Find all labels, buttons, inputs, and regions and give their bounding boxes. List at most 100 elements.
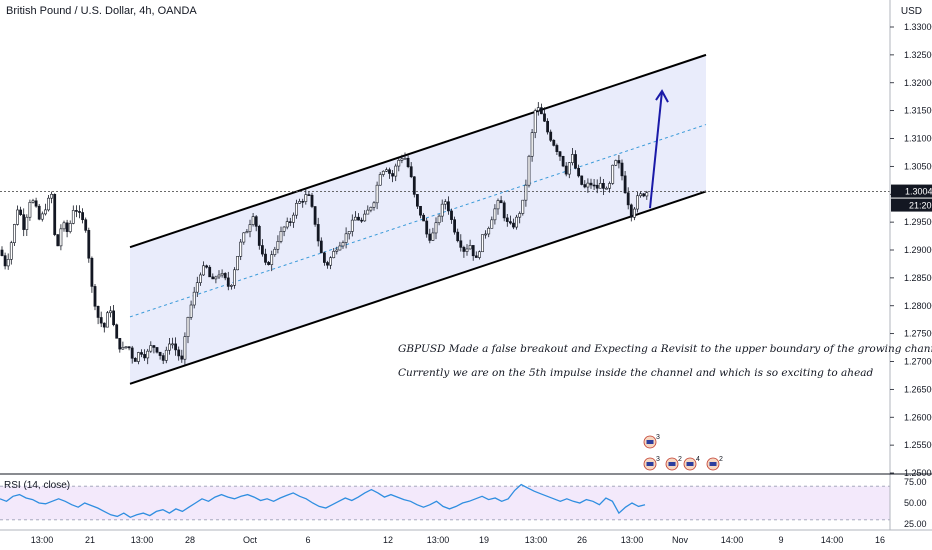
candle-down <box>453 219 457 233</box>
candle-up <box>372 202 376 208</box>
candle-up <box>350 219 354 232</box>
candle-up <box>496 200 500 210</box>
candle-down <box>130 347 134 359</box>
event-badge-count: 3 <box>656 456 660 463</box>
time-tick-label: 13:00 <box>621 535 644 545</box>
candle-up <box>239 241 243 257</box>
candle-up <box>363 213 367 222</box>
candle-up <box>611 164 615 184</box>
arrow-head <box>655 89 669 103</box>
candle-up <box>171 343 174 346</box>
candle-down <box>446 201 450 212</box>
candle-up <box>186 316 190 337</box>
candle-up <box>434 222 438 234</box>
candle-down <box>112 310 116 326</box>
channel-fill <box>130 54 706 384</box>
candle-down <box>316 224 320 242</box>
time-tick-label: Nov <box>672 535 689 545</box>
countdown-badge <box>891 198 932 212</box>
candle-down <box>502 202 506 219</box>
candle-down <box>118 337 122 350</box>
candle-down <box>288 221 292 223</box>
candle-up <box>518 213 522 218</box>
candle-up <box>394 165 398 177</box>
time-tick-label: 16 <box>875 535 885 545</box>
rsi-tick-label: 75.00 <box>904 477 927 487</box>
time-tick-label: 21 <box>85 535 95 545</box>
candle-up <box>25 216 29 230</box>
candle-up <box>43 209 47 215</box>
candle-up <box>484 233 488 236</box>
candle-up <box>273 248 277 255</box>
channel-lower-line <box>129 190 707 385</box>
candle-up <box>248 224 252 232</box>
flag-icon <box>686 462 694 466</box>
candle-down <box>508 221 512 224</box>
candle-up <box>9 242 13 260</box>
time-tick-label: 14:00 <box>821 535 844 545</box>
price-tick-label: 1.32000 <box>904 78 932 88</box>
candle-down <box>313 206 317 225</box>
candle-up <box>183 336 187 360</box>
candle-up <box>332 251 336 259</box>
candle-down <box>310 194 314 207</box>
candle-down <box>549 131 553 141</box>
time-tick-label: 28 <box>185 535 195 545</box>
candle-down <box>37 205 41 220</box>
candle-up <box>632 208 636 218</box>
candle-up <box>431 232 435 241</box>
candle-up <box>338 245 342 251</box>
candle-down <box>53 194 57 235</box>
candle-down <box>102 322 106 328</box>
candle-up <box>521 199 525 214</box>
candle-down <box>391 173 395 177</box>
price-tick-label: 1.27000 <box>904 357 932 367</box>
candle-down <box>267 262 271 265</box>
candle-up <box>214 276 218 280</box>
candle-down <box>592 184 596 187</box>
price-tick-label: 1.33000 <box>904 22 932 32</box>
candle-down <box>254 216 258 227</box>
candle-down <box>539 107 543 115</box>
price-tick-label: 1.26000 <box>904 412 932 422</box>
candle-down <box>322 252 326 263</box>
candle-up <box>440 203 444 217</box>
candle-down <box>623 175 627 194</box>
candle-down <box>459 240 463 248</box>
candle-down <box>326 262 329 266</box>
candle-down <box>564 165 568 175</box>
rsi-tick-label: 50.00 <box>904 498 927 508</box>
candle-down <box>319 240 323 254</box>
rsi-line <box>0 483 646 519</box>
candle-up <box>220 273 224 276</box>
event-badges: 3 3 2 4 2 <box>643 434 723 471</box>
candle-up <box>515 216 519 228</box>
candle-up <box>586 182 590 188</box>
candle-down <box>208 266 212 278</box>
candle-up <box>31 200 35 203</box>
flag-icon <box>668 462 676 466</box>
candle-up <box>639 193 643 197</box>
candle-up <box>270 254 274 265</box>
event-badge-count: 2 <box>719 456 723 463</box>
candle-up <box>189 304 193 318</box>
candle-down <box>357 216 360 221</box>
candle-down <box>174 343 178 351</box>
time-tick-label: 13:00 <box>31 535 54 545</box>
candle-down <box>19 209 23 215</box>
time-tick-label: Oct <box>243 535 258 545</box>
event-badge-count: 2 <box>678 456 682 463</box>
candle-down <box>360 219 364 222</box>
candle-down <box>90 257 94 287</box>
flag-icon <box>646 462 654 466</box>
candle-up <box>282 226 286 232</box>
price-tick-label: 1.25500 <box>904 440 932 450</box>
candle-up <box>251 216 255 225</box>
price-tick-label: 1.26500 <box>904 384 932 394</box>
candle-down <box>143 354 147 359</box>
candle-down <box>471 245 475 257</box>
rsi-label[interactable]: RSI (14, close) <box>4 480 71 491</box>
candle-down <box>158 351 162 356</box>
candle-down <box>555 145 559 152</box>
